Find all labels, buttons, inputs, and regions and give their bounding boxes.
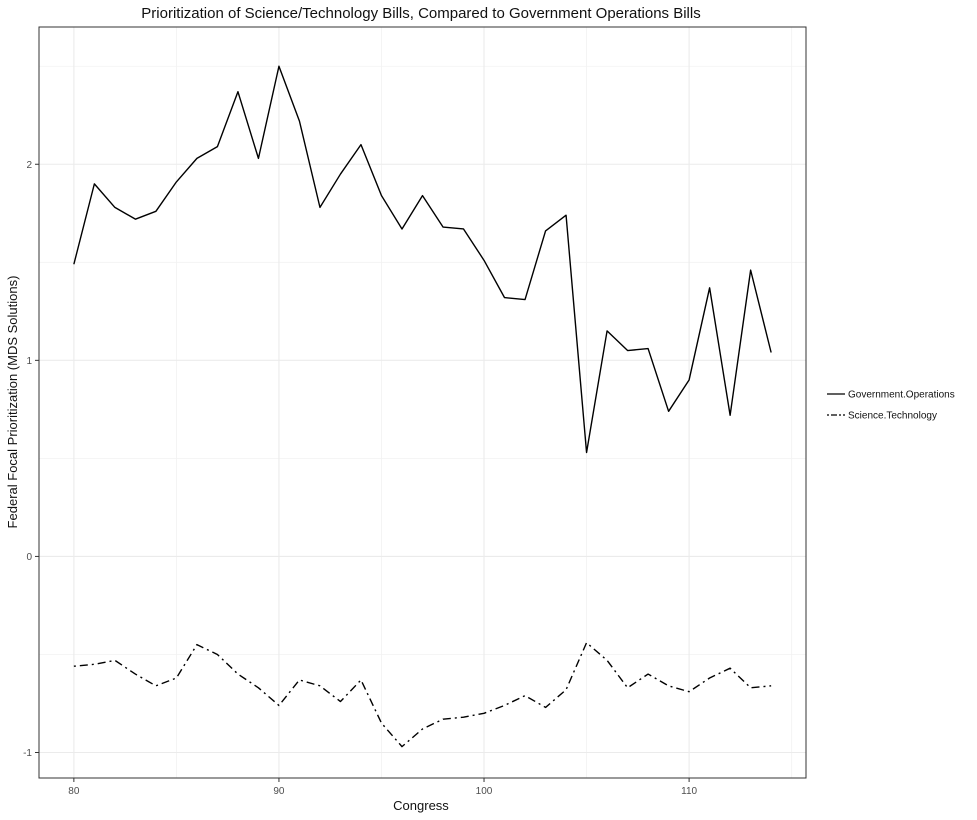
legend: Government.Operations Science.Technology xyxy=(827,390,955,422)
y-tick-label: 2 xyxy=(26,160,32,171)
x-tick-label: 80 xyxy=(68,786,80,797)
legend-label-0: Government.Operations xyxy=(848,390,955,401)
x-tick-label: 100 xyxy=(476,786,493,797)
y-axis-label: Federal Focal Prioritization (MDS Soluti… xyxy=(5,276,20,529)
chart-title: Prioritization of Science/Technology Bil… xyxy=(141,5,700,22)
grid xyxy=(39,27,806,778)
y-tick-label: -1 xyxy=(23,748,32,759)
x-tick-label: 110 xyxy=(681,786,697,797)
legend-label-1: Science.Technology xyxy=(848,411,937,422)
x-axis-label: Congress xyxy=(393,798,449,813)
series-line-1 xyxy=(73,642,772,748)
series-lines xyxy=(73,65,772,748)
y-tick-label: 1 xyxy=(26,356,32,367)
y-tick-label: 0 xyxy=(26,552,32,563)
series-line-0 xyxy=(73,65,772,454)
axis-ticks: 80 90 100 110 -1 0 1 2 xyxy=(23,160,697,797)
x-tick-label: 90 xyxy=(273,786,285,797)
plot-panel-border xyxy=(38,26,807,779)
